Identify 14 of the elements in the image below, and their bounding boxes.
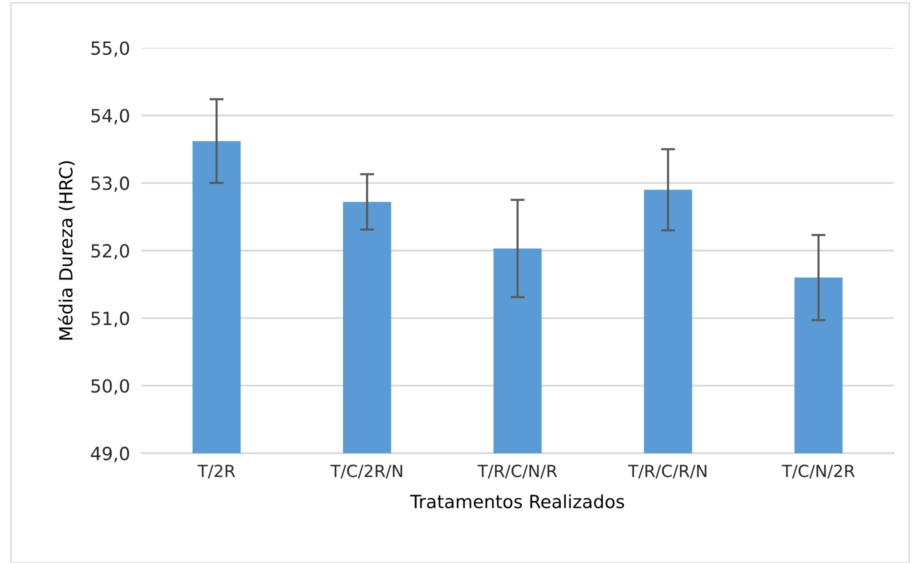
y-axis-title: Média Dureza (HRC) [58,161,75,340]
x-tick-label: T/C/N/2R [782,464,855,479]
y-tick-label: 54,0 [91,108,130,124]
y-tick-label: 49,0 [90,446,130,462]
x-tick-label: T/2R [198,464,236,479]
y-tick-label: 53,0 [91,176,130,192]
x-tick-label: T/R/C/N/R [478,464,558,479]
x-tick-label: T/R/C/R/N [628,464,706,479]
y-tick-label: 51,0 [91,312,130,328]
x-axis-title: Tratamentos Realizados [410,494,624,508]
y-tick-label: 52,0 [91,244,130,260]
y-tick-label: 55,0 [91,41,130,57]
y-tick-label: 50,0 [91,379,130,395]
x-tick-label: T/C/2R/N [330,464,402,479]
